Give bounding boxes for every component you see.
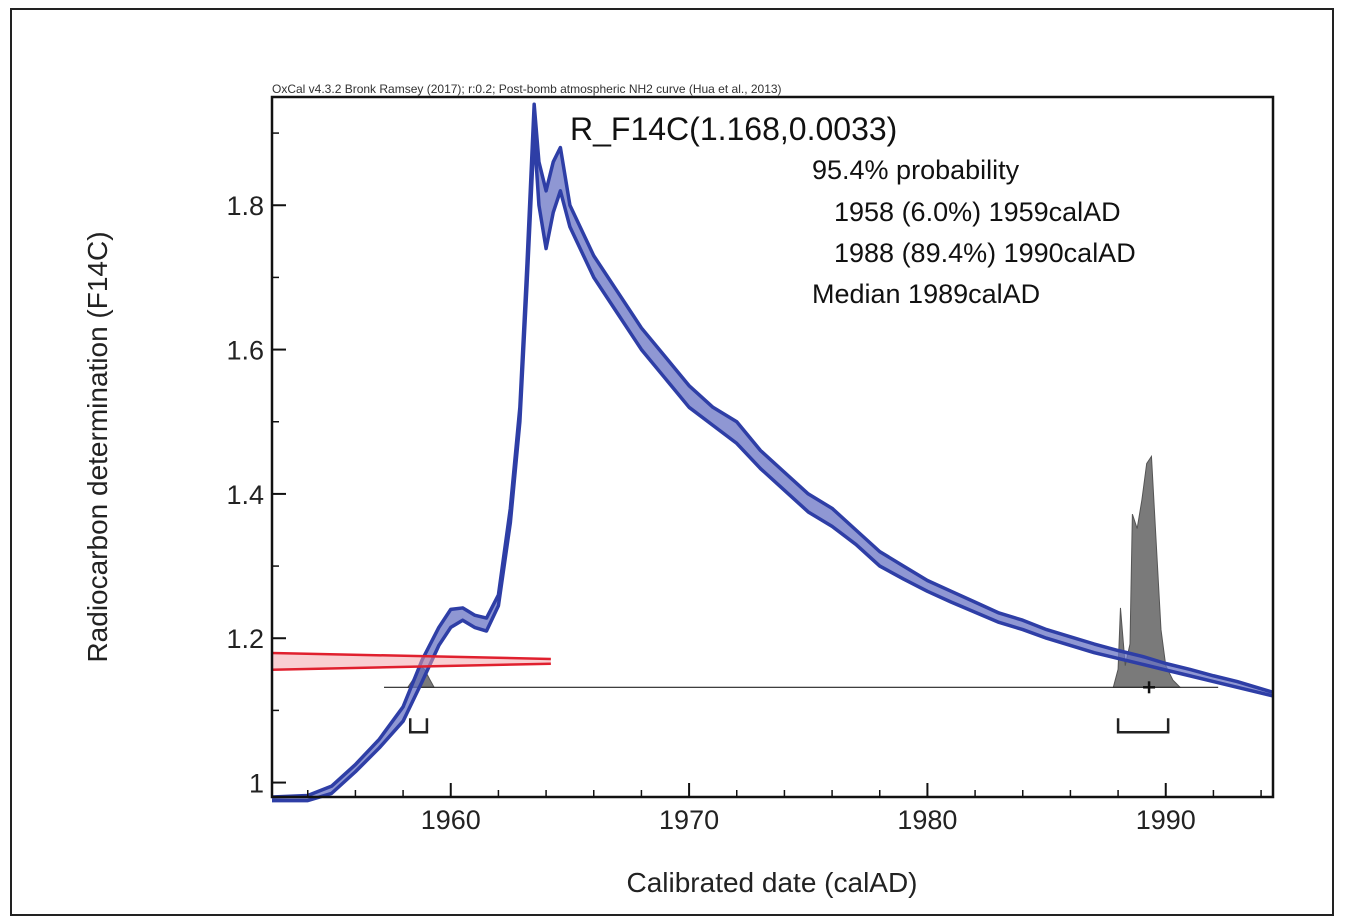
x-tick-label-1990: 1990 [1136, 805, 1196, 835]
y-tick-label-1.8: 1.8 [226, 191, 264, 221]
chart-title: R_F14C(1.168,0.0033) [570, 111, 897, 147]
y-tick-label-1.4: 1.4 [226, 480, 264, 510]
x-tick-label-1980: 1980 [897, 805, 957, 835]
range-2-label: 1988 (89.4%) 1990calAD [834, 238, 1136, 268]
measurement-band [272, 652, 551, 670]
calibration-curve-lower [272, 131, 1274, 803]
measurement-upper-line [271, 651, 551, 661]
x-tick-label-1960: 1960 [421, 805, 481, 835]
range-bracket-1 [408, 718, 429, 734]
figure-frame [10, 8, 1334, 916]
x-tick-label-1970: 1970 [659, 805, 719, 835]
y-axis-title: Radiocarbon determination (F14C) [82, 231, 113, 662]
oxcal-header: OxCal v4.3.2 Bronk Ramsey (2017); r:0.2;… [272, 82, 782, 96]
range-1-label: 1958 (6.0%) 1959calAD [834, 197, 1121, 227]
probability-label: 95.4% probability [812, 155, 1020, 185]
y-tick-label-1.6: 1.6 [226, 336, 264, 366]
x-axis-title: Calibrated date (calAD) [626, 867, 917, 898]
probability-peak-2 [1112, 454, 1182, 688]
range-bracket-2 [1116, 718, 1170, 734]
measurement-lower-line [271, 662, 551, 671]
y-tick-label-1: 1 [249, 769, 264, 799]
plot-area [271, 102, 1274, 803]
x-axis: 1960 1970 1980 1990 [307, 783, 1262, 835]
y-axis: 1 1.2 1.4 1.6 1.8 [226, 132, 286, 799]
median-label: Median 1989calAD [812, 279, 1040, 309]
y-tick-label-1.2: 1.2 [226, 624, 264, 654]
plot-border [270, 95, 1275, 799]
calibration-band [272, 104, 1273, 801]
calibration-curve-upper [271, 102, 1274, 799]
